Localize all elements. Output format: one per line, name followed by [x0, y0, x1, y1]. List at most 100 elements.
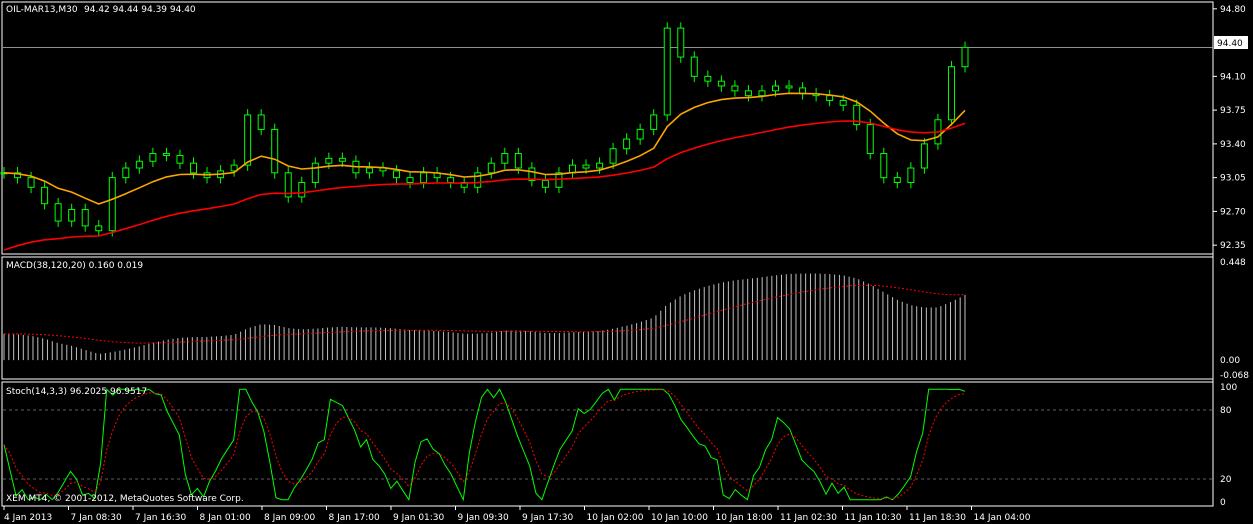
- time-tick-label: 8 Jan 01:00: [200, 513, 252, 523]
- candle-body: [257, 114, 265, 130]
- candle-body: [447, 177, 455, 183]
- candle-body: [839, 99, 847, 106]
- candle-body: [744, 90, 752, 97]
- macd-label: MACD(38,120,20) 0.160 0.019: [6, 261, 143, 271]
- candle-body: [501, 153, 509, 164]
- time-tick-label: 9 Jan 17:30: [522, 513, 574, 523]
- time-tick-label: 9 Jan 09:30: [458, 513, 510, 523]
- candle-body: [54, 203, 62, 222]
- candle-body: [149, 153, 157, 162]
- time-tick-label: 8 Jan 09:00: [264, 513, 316, 523]
- stoch-tick-label: 20: [1220, 475, 1232, 485]
- candle-body: [947, 66, 955, 121]
- candle-body: [826, 95, 834, 101]
- candle-body: [365, 167, 373, 174]
- candle-body: [636, 128, 644, 140]
- candle-body: [487, 162, 495, 174]
- candle-body: [162, 153, 170, 156]
- macd-tick-label: -0.068: [1220, 371, 1249, 381]
- candle-body: [880, 153, 888, 179]
- candle-body: [230, 164, 238, 172]
- candle-body: [189, 162, 197, 174]
- ohlc-label: 94.42 94.44 94.39 94.40: [84, 5, 196, 15]
- stoch-label: Stoch(14,3,3) 96.2025 96.9517: [6, 387, 147, 397]
- candle-body: [920, 143, 928, 169]
- candle-body: [420, 172, 428, 183]
- candle-body: [528, 167, 536, 182]
- candle-body: [284, 172, 292, 198]
- time-tick-label: 7 Jan 16:30: [135, 513, 187, 523]
- macd-pane[interactable]: [1, 256, 1214, 380]
- price-tick-label: 93.75: [1220, 106, 1246, 116]
- candle-body: [609, 148, 617, 164]
- candle-body: [176, 154, 184, 164]
- price-tick-label: 92.35: [1220, 241, 1246, 251]
- price-tick-label: 93.05: [1220, 174, 1246, 184]
- copyright-text: XEM MT4, © 2001-2012, MetaQuotes Softwar…: [6, 494, 244, 504]
- time-tick-label: 11 Jan 10:30: [845, 513, 902, 523]
- time-tick-label: 9 Jan 01:30: [393, 513, 445, 523]
- stoch-main-line: [3, 388, 966, 502]
- candle-body: [704, 75, 712, 82]
- stoch-tick-label: 0: [1220, 498, 1226, 508]
- time-tick-label: 10 Jan 10:00: [651, 513, 708, 523]
- candle-body: [907, 167, 915, 183]
- price-tick-label: 94.80: [1220, 5, 1246, 15]
- candle-body: [95, 225, 103, 232]
- time-tick-label: 7 Jan 08:30: [71, 513, 123, 523]
- symbol-label: OIL-MAR13,M30: [6, 5, 78, 15]
- time-tick-label: 10 Jan 02:00: [587, 513, 644, 523]
- candle-body: [338, 157, 346, 162]
- time-tick-label: 11 Jan 02:30: [780, 513, 837, 523]
- ma-fast-line: [3, 92, 966, 205]
- candle-body: [271, 128, 279, 174]
- candle-body: [893, 177, 901, 183]
- candle-body: [731, 85, 739, 92]
- price-tick-label: 94.10: [1220, 72, 1246, 82]
- stoch-tick-label: 100: [1220, 383, 1237, 393]
- time-tick-label: 4 Jan 2013: [4, 513, 52, 523]
- candle-body: [81, 208, 89, 227]
- time-tick-label: 14 Jan 04:00: [974, 513, 1031, 523]
- price-tick-label: 92.70: [1220, 207, 1246, 217]
- candle-body: [108, 177, 116, 232]
- candle-body: [541, 180, 549, 188]
- candle-body: [68, 208, 76, 222]
- time-tick-label: 8 Jan 17:00: [329, 513, 381, 523]
- candle-body: [14, 172, 22, 179]
- ma-slow-line: [3, 120, 966, 251]
- candle-body: [311, 162, 319, 183]
- candle-body: [663, 27, 671, 116]
- stoch-signal-line: [3, 389, 966, 500]
- candle-body: [961, 46, 969, 68]
- candle-body: [785, 85, 793, 89]
- candle-body: [325, 157, 333, 164]
- main-pane[interactable]: [1, 1, 1214, 255]
- candle-body: [717, 80, 725, 87]
- macd-tick-label: 0.448: [1220, 258, 1246, 268]
- stoch-tick-label: 80: [1220, 406, 1232, 416]
- macd-signal-line: [3, 284, 965, 344]
- candle-body: [866, 124, 874, 155]
- macd-tick-label: 0.00: [1220, 356, 1240, 366]
- candle-body: [853, 104, 861, 126]
- candle-body: [393, 170, 401, 179]
- current-price-box: [1214, 36, 1248, 49]
- candle-body: [690, 56, 698, 77]
- candle-body: [514, 153, 522, 169]
- candle-body: [772, 85, 780, 92]
- candle-body: [677, 27, 685, 58]
- candle-body: [27, 177, 35, 188]
- candle-body: [122, 167, 130, 179]
- candle-body: [623, 138, 631, 150]
- stoch-pane[interactable]: [1, 381, 1214, 507]
- candle-body: [41, 186, 49, 205]
- candle-body: [758, 90, 766, 97]
- candle-body: [244, 114, 252, 166]
- candle-body: [568, 164, 576, 174]
- candle-body: [582, 164, 590, 169]
- time-tick-label: 10 Jan 18:00: [716, 513, 773, 523]
- price-tick-label: 93.40: [1220, 140, 1246, 150]
- candle-body: [406, 177, 414, 183]
